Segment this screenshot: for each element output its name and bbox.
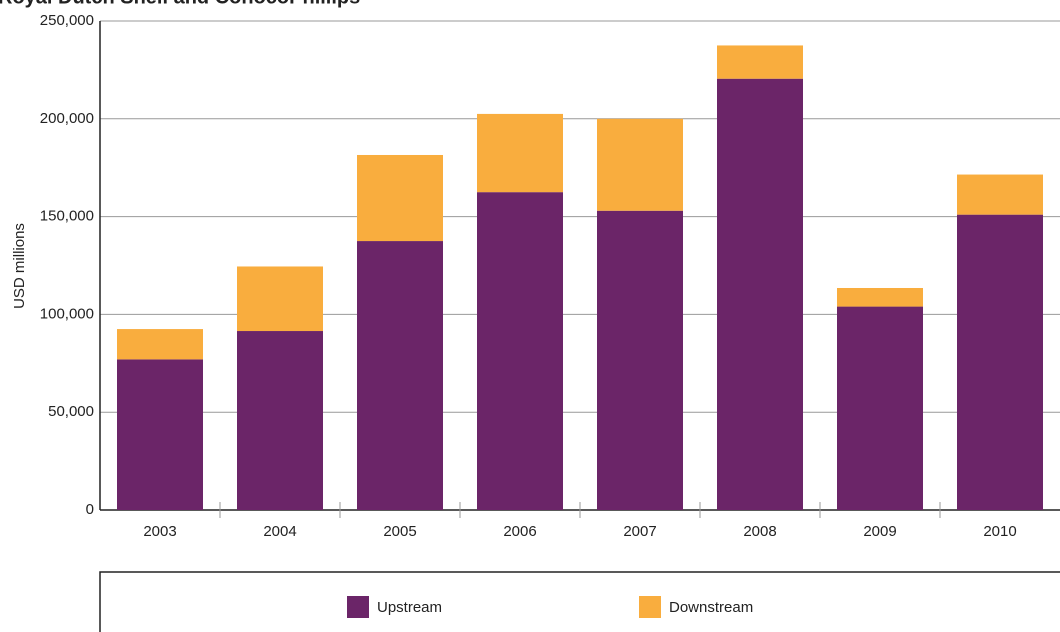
bar-segment — [597, 118, 683, 211]
x-tick-label: 2009 — [863, 523, 896, 540]
bar-segment — [357, 241, 443, 511]
legend-swatch — [347, 596, 369, 618]
legend-label: Downstream — [669, 599, 753, 616]
bar-segment — [117, 329, 203, 360]
y-tick-label: 100,000 — [40, 305, 94, 322]
x-tick-label: 2008 — [743, 523, 776, 540]
chart-title: Royal Dutch Shell and ConocoPhillips — [0, 0, 360, 8]
x-tick-label: 2003 — [143, 523, 176, 540]
legend-label: Upstream — [377, 599, 442, 616]
bar-segment — [477, 192, 563, 510]
y-tick-label: 0 — [86, 501, 94, 518]
x-tick-label: 2006 — [503, 523, 536, 540]
legend-box — [99, 571, 1060, 632]
bar-segment — [237, 331, 323, 510]
bar-segment — [357, 154, 443, 242]
legend-swatch — [639, 596, 661, 618]
bar-segment — [837, 287, 923, 307]
bar-segment — [597, 210, 683, 510]
bar-segment — [717, 78, 803, 511]
x-tick-label: 2007 — [623, 523, 656, 540]
x-tick-label: 2005 — [383, 523, 416, 540]
y-tick-label: 200,000 — [40, 110, 94, 127]
x-tick-label: 2010 — [983, 523, 1016, 540]
y-tick-label: 250,000 — [40, 12, 94, 29]
bar-segment — [237, 266, 323, 332]
bar-segment — [957, 214, 1043, 511]
y-axis-label: USD millions — [11, 223, 28, 309]
bar-segment — [837, 306, 923, 510]
bar-segment — [117, 359, 203, 510]
x-tick-label: 2004 — [263, 523, 296, 540]
bar-segment — [717, 45, 803, 79]
bar-segment — [957, 174, 1043, 215]
y-tick-label: 50,000 — [48, 403, 94, 420]
y-tick-label: 150,000 — [40, 208, 94, 225]
bar-segment — [477, 113, 563, 193]
